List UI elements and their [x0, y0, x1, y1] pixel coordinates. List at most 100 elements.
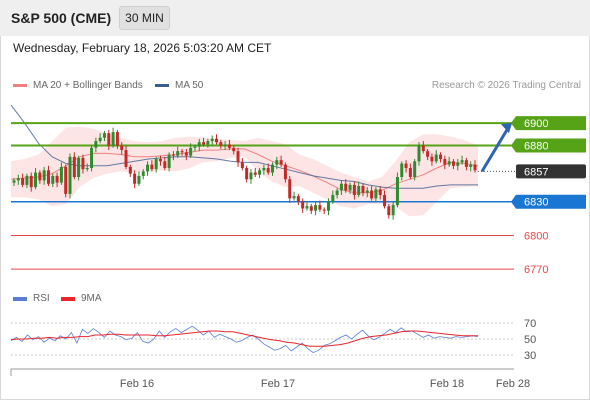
candle-body — [443, 159, 447, 165]
candle-body — [51, 175, 55, 184]
candle-body — [59, 166, 63, 183]
legend-ma50: MA 50 — [155, 80, 203, 91]
candle-body — [404, 163, 408, 169]
candle-body — [72, 156, 76, 178]
copyright-text: Research © 2026 Trading Central — [431, 80, 581, 91]
ma20-swatch — [13, 84, 27, 87]
candle-body — [383, 194, 387, 207]
candle-body — [262, 168, 266, 171]
candle-body — [133, 173, 137, 184]
candle-body — [64, 166, 68, 194]
x-tick-label: Feb 16 — [120, 378, 154, 390]
candle-body — [137, 175, 141, 184]
level-badge-6880 — [511, 138, 586, 153]
candle-body — [456, 162, 460, 166]
ma50-label: MA 50 — [175, 80, 204, 91]
candle-body — [387, 206, 391, 216]
candle-body — [197, 142, 201, 147]
candle-body — [16, 178, 20, 181]
rsi-tick-label: 70 — [524, 318, 536, 330]
rsi-series-rsi — [10, 325, 479, 354]
candle-body — [29, 175, 33, 188]
candle-body — [202, 142, 206, 145]
candle-body — [77, 157, 81, 178]
candle-body — [430, 156, 434, 162]
level-label-6900: 6900 — [524, 118, 548, 130]
candle-body — [150, 164, 154, 170]
candle-body — [219, 142, 223, 146]
candle-body — [184, 152, 188, 156]
candle-body — [408, 168, 412, 178]
candle-body — [318, 205, 322, 210]
candle-body — [81, 157, 85, 170]
candle-body — [258, 170, 262, 175]
candle-body — [309, 206, 313, 211]
candle-body — [335, 190, 339, 195]
candle-body — [365, 190, 369, 193]
candle-body — [12, 180, 16, 183]
candle-body — [288, 179, 292, 199]
header-bar: S&P 500 (CME) 30 MIN — [0, 0, 590, 36]
candle-body — [189, 147, 193, 156]
level-label-6770: 6770 — [524, 264, 548, 276]
x-tick-label: Feb 18 — [430, 378, 464, 390]
candle-body — [421, 145, 425, 152]
candle-body — [94, 141, 98, 148]
candle-body — [158, 159, 162, 162]
candle-body — [395, 177, 399, 206]
ma20-label: MA 20 + Bollinger Bands — [33, 80, 143, 91]
candle-body — [90, 147, 94, 169]
candle-body — [331, 194, 335, 202]
candle-body — [400, 163, 404, 178]
candle-body — [344, 183, 348, 191]
rsi-swatch — [13, 296, 27, 301]
candle-body — [426, 151, 430, 157]
candle-body — [283, 164, 287, 180]
candle-body — [128, 166, 132, 174]
candle-body — [473, 164, 477, 171]
candle-body — [111, 132, 115, 146]
candle-body — [301, 201, 305, 209]
candle-body — [206, 141, 210, 145]
candle-body — [141, 171, 145, 176]
candle-body — [55, 175, 59, 183]
x-tick-label: Feb 17 — [261, 378, 295, 390]
candle-body — [464, 160, 468, 167]
rsi-tick-label: 50 — [524, 334, 536, 346]
candle-body — [271, 164, 275, 173]
level-label-6830: 6830 — [524, 197, 548, 209]
candle-body — [115, 132, 119, 146]
level-badge-6900 — [511, 116, 586, 131]
candle-body — [42, 170, 46, 181]
candle-body — [167, 154, 171, 169]
timeframe-button[interactable]: 30 MIN — [119, 6, 170, 30]
candle-body — [305, 206, 309, 209]
candle-body — [391, 205, 395, 216]
candle-body — [25, 175, 29, 185]
ma50-line — [10, 104, 478, 189]
9ma-label: 9MA — [81, 293, 102, 304]
candle-body — [434, 154, 438, 162]
current-price-label: 6857 — [524, 166, 548, 178]
candle-body — [275, 160, 279, 165]
level-badge-6830 — [511, 194, 586, 209]
candle-body — [146, 164, 150, 172]
candle-body — [154, 159, 158, 170]
candle-body — [193, 146, 197, 148]
legend-ma20: MA 20 + Bollinger Bands — [13, 80, 143, 91]
candle-body — [314, 205, 318, 211]
rsi-tick-label: 30 — [524, 350, 536, 362]
candle-body — [378, 189, 382, 195]
candle-body — [124, 150, 128, 167]
candle-body — [232, 147, 236, 152]
candle-body — [98, 137, 102, 142]
forecast-arrow — [480, 127, 510, 173]
candle-body — [171, 154, 175, 156]
candle-body — [249, 172, 253, 180]
current-price-badge — [516, 164, 586, 179]
bollinger-band-area — [11, 126, 478, 217]
candle-body — [214, 138, 218, 143]
candle-body — [357, 186, 361, 195]
candle-body — [279, 160, 283, 165]
candle-body — [21, 178, 25, 185]
